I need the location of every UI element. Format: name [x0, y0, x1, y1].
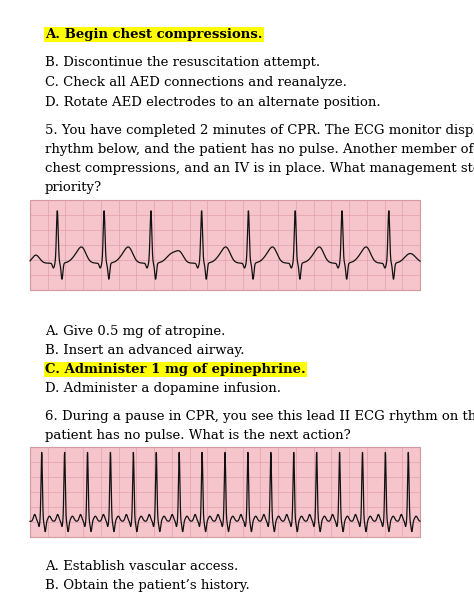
Text: C. Administer 1 mg of epinephrine.: C. Administer 1 mg of epinephrine. [45, 363, 306, 376]
FancyBboxPatch shape [30, 447, 420, 537]
Text: B. Discontinue the resuscitation attempt.: B. Discontinue the resuscitation attempt… [45, 56, 320, 69]
Text: 5. You have completed 2 minutes of CPR. The ECG monitor displays the lead II: 5. You have completed 2 minutes of CPR. … [45, 124, 474, 137]
FancyBboxPatch shape [30, 200, 420, 290]
Text: D. Administer a dopamine infusion.: D. Administer a dopamine infusion. [45, 382, 281, 395]
Text: B. Obtain the patient’s history.: B. Obtain the patient’s history. [45, 579, 250, 592]
Text: B. Insert an advanced airway.: B. Insert an advanced airway. [45, 344, 245, 357]
Text: C. Check all AED connections and reanalyze.: C. Check all AED connections and reanaly… [45, 76, 347, 89]
Text: 6. During a pause in CPR, you see this lead II ECG rhythm on the monitor. The: 6. During a pause in CPR, you see this l… [45, 410, 474, 423]
Text: A. Begin chest compressions.: A. Begin chest compressions. [45, 28, 263, 41]
Text: D. Rotate AED electrodes to an alternate position.: D. Rotate AED electrodes to an alternate… [45, 96, 381, 109]
Text: chest compressions, and an IV is in place. What management step is your next: chest compressions, and an IV is in plac… [45, 162, 474, 175]
Text: A. Give 0.5 mg of atropine.: A. Give 0.5 mg of atropine. [45, 325, 225, 338]
Text: patient has no pulse. What is the next action?: patient has no pulse. What is the next a… [45, 429, 351, 442]
Text: rhythm below, and the patient has no pulse. Another member of your team resumes: rhythm below, and the patient has no pul… [45, 143, 474, 156]
Text: priority?: priority? [45, 181, 102, 194]
Text: A. Establish vascular access.: A. Establish vascular access. [45, 560, 238, 573]
